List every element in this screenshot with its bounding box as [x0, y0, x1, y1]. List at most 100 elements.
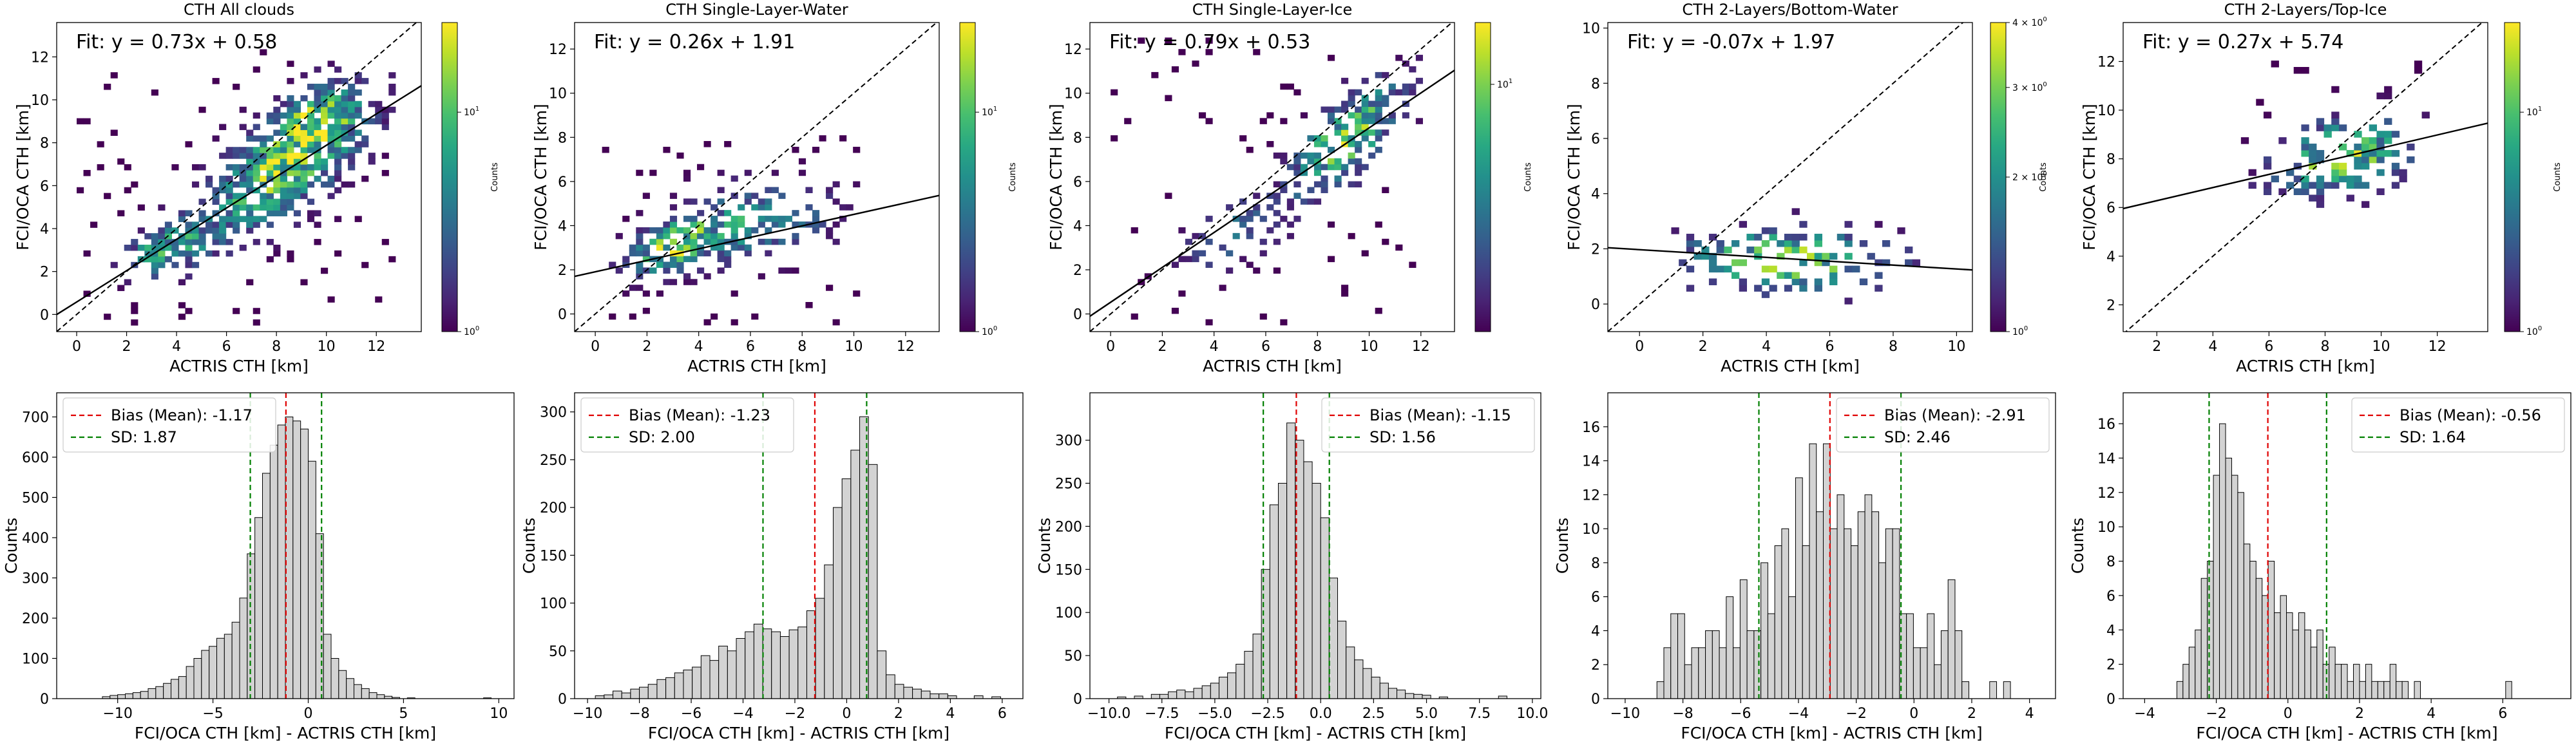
histogram-cell — [1300, 169, 1308, 176]
histogram-cell — [1402, 89, 1409, 96]
histogram-cell — [1739, 285, 1748, 292]
histogram-cell — [2414, 61, 2423, 68]
x-tick-label: 10 — [845, 339, 863, 355]
histogram-cell — [280, 100, 287, 108]
histogram-cell — [110, 129, 118, 136]
histogram-cell — [273, 153, 281, 159]
histogram-cell — [1327, 106, 1335, 113]
histogram-cell — [293, 141, 301, 147]
histogram-cell — [280, 187, 287, 194]
histogram-cell — [2309, 156, 2317, 164]
y-tick-label: 0 — [1591, 692, 1600, 708]
histogram-bar — [193, 658, 202, 699]
histogram-cell — [178, 250, 186, 257]
tick-base: 3 × 10 — [2012, 83, 2043, 93]
histogram-cell — [246, 129, 254, 136]
tick-base: 10 — [982, 327, 993, 337]
histogram-cell — [1280, 158, 1288, 165]
histogram-cell — [151, 239, 158, 245]
histogram-bar — [201, 650, 210, 699]
histogram-cell — [1739, 278, 1748, 285]
histogram-cell — [1307, 135, 1315, 142]
histogram-bar — [2003, 681, 2011, 699]
histogram-cell — [832, 319, 840, 326]
histogram-cell — [1708, 259, 1717, 267]
histogram-cell — [212, 233, 220, 240]
histogram-cell — [246, 204, 254, 211]
histogram-cell — [307, 164, 315, 171]
histogram-cell — [2240, 137, 2249, 144]
histogram-cell — [1361, 100, 1369, 108]
histogram-cell — [1341, 135, 1349, 142]
histogram-cell — [2316, 194, 2325, 202]
histogram-cell — [1171, 307, 1179, 314]
y-tick-label: 12 — [2097, 54, 2115, 70]
histogram-cell — [178, 239, 186, 245]
histogram-cell — [669, 216, 678, 222]
histogram-bar — [1934, 664, 1942, 699]
chart-title: CTH All clouds — [184, 1, 294, 19]
histogram-cell — [1791, 246, 1800, 254]
histogram-cell — [1791, 278, 1800, 285]
histogram-cell — [280, 153, 287, 159]
histogram-cell — [1708, 278, 1717, 285]
histogram-cell — [334, 216, 342, 222]
histogram-cell — [1253, 204, 1261, 211]
histogram-cell — [1395, 244, 1403, 251]
histogram-cell — [1791, 208, 1800, 215]
histogram-cell — [642, 250, 650, 257]
histogram-cell — [629, 244, 636, 251]
y-tick-label: 100 — [1055, 605, 1082, 621]
y-axis-label: FCI/OCA CTH [km] — [531, 104, 550, 250]
histogram-cell — [375, 296, 383, 303]
histogram-cell — [2286, 169, 2295, 176]
histogram-cell — [636, 250, 644, 257]
histogram-cell — [724, 256, 732, 263]
histogram-bar — [1159, 693, 1169, 699]
histogram-cell — [730, 244, 738, 251]
x-tick-label: 6 — [2498, 706, 2507, 722]
histogram-cell — [1844, 297, 1853, 305]
histogram-cell — [798, 222, 806, 228]
one-to-one-line — [57, 23, 417, 332]
histogram-bar — [745, 631, 754, 699]
histogram-cell — [724, 261, 732, 269]
histogram-cell — [1348, 152, 1355, 159]
histogram-cell — [1814, 285, 1822, 292]
y-tick-label: 4 — [2106, 623, 2115, 639]
histogram-cell — [1875, 221, 1883, 228]
histogram-cell — [765, 227, 772, 234]
histogram-cell — [1761, 278, 1770, 285]
legend-entry: Bias (Mean): -1.17 — [111, 406, 253, 424]
histogram-cell — [1732, 272, 1740, 279]
fit-line — [57, 85, 421, 316]
histogram-cell — [2309, 144, 2317, 151]
y-axis-label: Counts — [2, 518, 21, 574]
histogram-cell — [2301, 175, 2309, 183]
x-tick-label: 8 — [1889, 339, 1898, 355]
histogram-cell — [287, 147, 294, 153]
colorbar-tick-label: 100 — [2526, 325, 2542, 337]
histogram-cell — [1259, 238, 1267, 245]
histogram-cell — [2278, 137, 2287, 144]
histogram-cell — [307, 135, 315, 142]
histogram-cell — [233, 204, 240, 211]
histogram-bar — [1328, 578, 1339, 699]
histogram-cell — [266, 187, 274, 194]
x-tick-label: 2.5 — [1362, 706, 1385, 722]
histogram-bar — [209, 646, 217, 699]
histogram-cell — [1321, 106, 1328, 113]
histogram-bar — [2182, 664, 2190, 699]
histogram-cell — [697, 244, 705, 251]
histogram-cell — [321, 100, 329, 108]
histogram-bar — [833, 507, 843, 699]
histogram-cell — [361, 261, 369, 269]
histogram-cell — [178, 210, 186, 216]
histogram-cell — [724, 250, 732, 257]
histogram-cell — [287, 187, 294, 194]
y-tick-label: 8 — [1591, 556, 1600, 572]
y-tick-label: 12 — [1582, 487, 1600, 504]
histogram-bar — [797, 627, 807, 699]
